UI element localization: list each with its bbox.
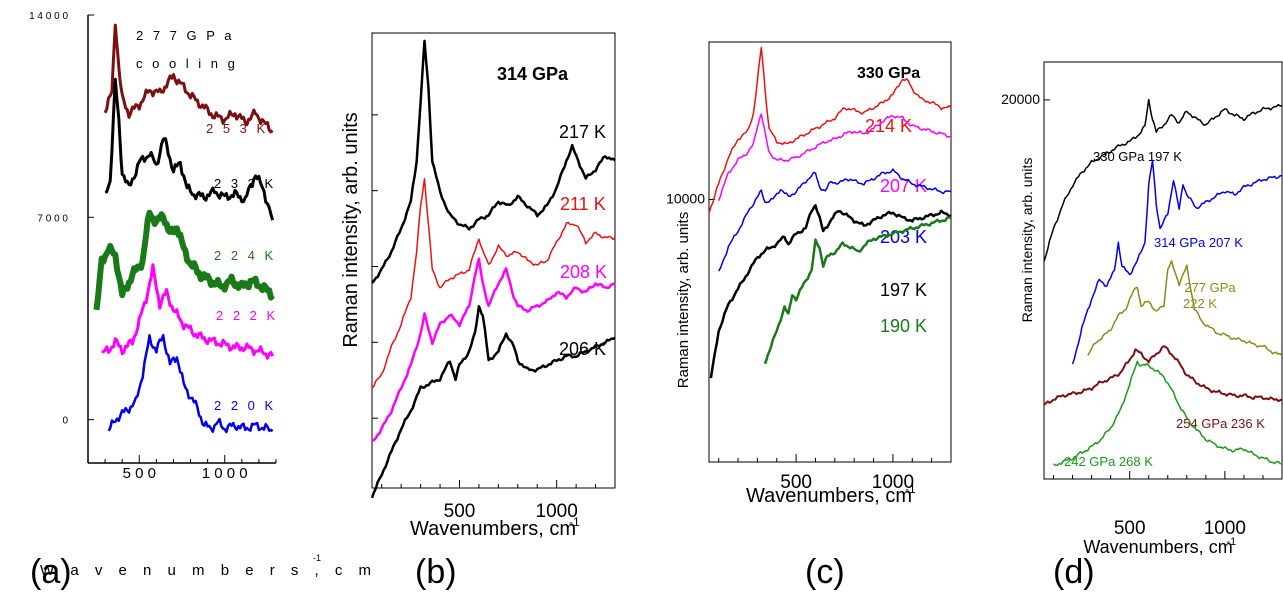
series-label: 2 3 3 K	[214, 176, 276, 191]
series-label-line1: 277 GPa	[1184, 280, 1236, 295]
series-label: 206 K	[559, 339, 606, 359]
series-label: 208 K	[560, 262, 607, 282]
series-label: 314 GPa 207 K	[1154, 235, 1243, 250]
y-tick-label: 10000	[666, 191, 705, 207]
series-line	[372, 306, 615, 498]
x-tick-label: 5 0 0	[123, 465, 156, 482]
series-label: 2 2 2 K	[216, 308, 278, 323]
y-tick-label: 0	[62, 416, 68, 427]
x-tick-label: 1000	[1204, 518, 1246, 539]
series-line	[109, 335, 273, 432]
series-line	[105, 79, 273, 220]
series-line	[1054, 361, 1283, 465]
series-label: 2 5 3 K	[206, 121, 268, 136]
chart-title: 314 GPa	[497, 64, 569, 84]
x-axis-label: Wavenumbers, cm	[746, 485, 912, 507]
x-axis-label-sup: -1	[569, 515, 580, 529]
x-axis-label-sup: -1	[1227, 536, 1237, 548]
series-label: 2 2 0 K	[214, 398, 276, 413]
x-tick-label: 500	[1114, 518, 1146, 539]
x-axis-label: Wavenumbers, cm	[410, 518, 576, 540]
series-label: 197 K	[880, 280, 927, 300]
y-axis-label: Raman intensity, arb. units	[675, 212, 692, 388]
panel-label: (a)	[30, 553, 72, 591]
series-label: 2 2 4 K	[214, 248, 276, 263]
annotation-label: c o o l i n g	[136, 56, 238, 71]
chart-panel-3: 500 1000 20000 330 GPa 197 K 314 GPa 207 K 27…	[1001, 62, 1282, 557]
x-axis-label: W a v e n u m b e r s , c m	[40, 562, 377, 579]
series-label: 242 GPa 268 K	[1064, 454, 1153, 469]
y-tick-label: 20000	[1001, 91, 1040, 107]
y-axis-label: Raman intensity, arb. units	[1019, 158, 1035, 323]
series-label-line2: 222 K	[1183, 296, 1217, 311]
x-tick-label: 1 0 0 0	[202, 465, 248, 482]
panel-label: (d)	[1053, 553, 1095, 591]
annotation-label: 2 7 7 G P a	[136, 28, 235, 43]
series-label: 211 K	[560, 194, 606, 214]
y-tick-label: 7 0 0 0	[37, 213, 68, 224]
series-line	[372, 41, 615, 283]
plot-frame	[709, 42, 951, 462]
y-axis-label: Raman intensity, arb. units	[340, 112, 362, 347]
chart-panel-0: 5 0 0 1 0 0 0 0 7 0 0 0 1 4 0 0 0 2 5 3 K 2 3 …	[29, 11, 377, 579]
panel-label: (b)	[415, 553, 457, 591]
series-line	[1073, 160, 1282, 364]
y-tick-label: 1 4 0 0 0	[29, 11, 68, 22]
series-label: 214 K	[865, 116, 912, 136]
series-label: 190 K	[880, 316, 927, 336]
x-axis-label: Wavenumbers, cm	[1083, 537, 1232, 557]
x-axis-label-sup: -1	[905, 482, 916, 496]
series-label: 254 GPa 236 K	[1176, 416, 1265, 431]
panel-label: (c)	[805, 553, 845, 591]
series-label: 217 K	[559, 122, 606, 142]
x-axis-label-sup: -1	[313, 553, 321, 563]
plot-frame	[372, 33, 615, 488]
series-label: 330 GPa 197 K	[1093, 149, 1182, 164]
chart-title: 330 GPa	[857, 65, 920, 82]
